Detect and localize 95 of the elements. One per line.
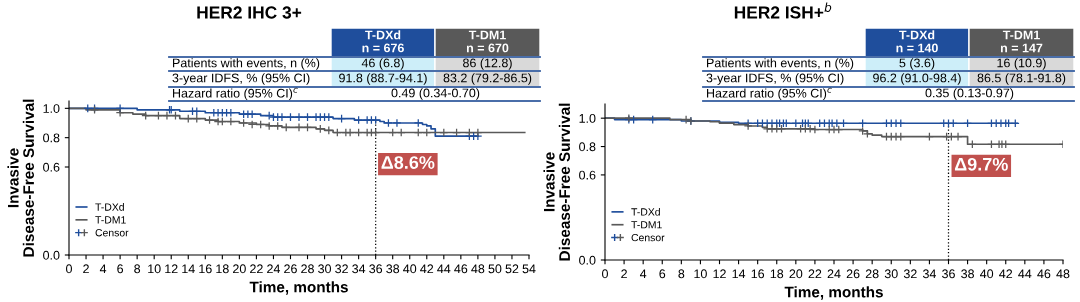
x-tick-label: 14 bbox=[732, 269, 746, 279]
x-tick-label: 0 bbox=[602, 269, 608, 279]
x-tick-label: 26 bbox=[846, 269, 860, 279]
text: Patients with events, n (%) bbox=[173, 58, 320, 70]
text: 5 (3.6) bbox=[899, 58, 935, 70]
y-axis-title: Invasive Disease-Free Survival bbox=[543, 103, 571, 261]
x-tick-label: 20 bbox=[233, 264, 246, 274]
x-tick-label: 26 bbox=[284, 264, 297, 274]
x-tick-label: 46 bbox=[1037, 269, 1051, 279]
text: 86.5 (78.1-91.8) bbox=[977, 73, 1066, 85]
x-tick-label: 4 bbox=[639, 269, 647, 279]
text: Hazard ratio (95% CI)$^{c}$ bbox=[173, 87, 298, 101]
x-tick-label: 52 bbox=[505, 264, 519, 274]
x-tick-label: 42 bbox=[420, 264, 434, 274]
text: Hazard ratio (95% CI)$^{c}$ bbox=[707, 87, 832, 101]
text: T-DXd n = 140 bbox=[896, 30, 938, 53]
x-tick-label: 12 bbox=[713, 269, 726, 279]
x-tick-label: 54 bbox=[522, 264, 536, 274]
text: 0.35 (0.13-0.97) bbox=[925, 88, 1014, 100]
x-tick-label: 30 bbox=[884, 269, 898, 279]
y-tick-label: 1.0 bbox=[43, 104, 60, 113]
x-tick-label: 24 bbox=[827, 269, 841, 279]
x-tick-label: 40 bbox=[403, 264, 417, 274]
x-tick-label: 44 bbox=[1018, 269, 1032, 279]
text: T-DM1 n = 147 bbox=[1000, 30, 1043, 53]
text: 16 (10.9) bbox=[997, 58, 1046, 70]
text: 3-year IDFS, % (95% CI) bbox=[172, 73, 310, 85]
x-tick-label: 24 bbox=[267, 264, 281, 274]
x-tick-label: 20 bbox=[789, 269, 803, 279]
ref-line-label: Δ8.6% bbox=[381, 156, 435, 169]
x-tick-label: 14 bbox=[182, 264, 195, 274]
text: 46 (6.8) bbox=[361, 58, 404, 70]
x-axis-title: Time, months bbox=[784, 286, 883, 300]
y-tick-label: 0.8 bbox=[43, 133, 60, 143]
x-tick-label: 36 bbox=[942, 269, 955, 279]
text: T-DXd n = 676 bbox=[362, 30, 404, 53]
legend-label: T-DXd bbox=[631, 207, 660, 216]
x-tick-label: 22 bbox=[250, 264, 263, 274]
x-tick-label: 34 bbox=[352, 264, 366, 274]
ref-line-label: Δ9.7% bbox=[954, 157, 1008, 171]
x-tick-label: 44 bbox=[437, 264, 451, 274]
x-tick-label: 46 bbox=[454, 264, 468, 274]
chart-title: HER2 ISH+$^{b}$ bbox=[734, 2, 832, 19]
chart-title: HER2 IHC 3+ bbox=[197, 6, 302, 19]
text: 0.49 (0.34-0.70) bbox=[391, 88, 480, 100]
text: 86 (12.8) bbox=[463, 58, 512, 70]
x-tick-label: 48 bbox=[1056, 269, 1070, 279]
x-tick-label: 16 bbox=[751, 269, 765, 279]
y-axis-title: Invasive Disease-Free Survival bbox=[7, 99, 35, 257]
x-tick-label: 28 bbox=[301, 264, 314, 274]
x-tick-label: 28 bbox=[865, 269, 879, 279]
x-tick-label: 38 bbox=[386, 264, 400, 274]
x-tick-label: 10 bbox=[694, 269, 707, 279]
x-tick-label: 8 bbox=[134, 264, 141, 274]
y-tick-label: 0.0 bbox=[43, 250, 60, 260]
x-tick-label: 8 bbox=[678, 269, 685, 279]
x-tick-label: 34 bbox=[922, 269, 936, 279]
x-tick-label: 12 bbox=[165, 264, 178, 274]
y-tick-label: 1.0 bbox=[579, 113, 596, 123]
x-tick-label: 38 bbox=[961, 269, 974, 279]
x-tick-label: 18 bbox=[216, 264, 229, 274]
x-tick-label: 32 bbox=[335, 264, 348, 274]
x-tick-label: 6 bbox=[659, 269, 666, 279]
text: 96.2 (91.0-98.4) bbox=[873, 73, 961, 85]
x-axis-title: Time, months bbox=[249, 281, 348, 295]
x-tick-label: 50 bbox=[488, 264, 502, 274]
legend-label: T-DXd bbox=[95, 203, 124, 211]
x-tick-label: 36 bbox=[369, 264, 383, 274]
text: 91.8 (88.7-94.1) bbox=[339, 73, 427, 85]
x-tick-label: 4 bbox=[99, 264, 107, 274]
x-tick-label: 16 bbox=[199, 264, 212, 274]
x-tick-label: 22 bbox=[808, 269, 822, 279]
legend-label: Censor bbox=[631, 233, 665, 242]
x-tick-label: 18 bbox=[770, 269, 784, 279]
x-tick-label: 48 bbox=[471, 264, 485, 274]
x-tick-label: 40 bbox=[980, 269, 994, 279]
y-tick-label: 0.6 bbox=[43, 162, 60, 172]
y-tick-label: 0.8 bbox=[579, 142, 596, 152]
text: 3-year IDFS, % (95% CI) bbox=[706, 73, 844, 85]
x-tick-label: 30 bbox=[318, 264, 332, 274]
y-tick-label: 0.6 bbox=[579, 170, 596, 180]
x-tick-label: 6 bbox=[117, 264, 124, 274]
y-tick-label: 0.0 bbox=[579, 255, 596, 265]
x-tick-label: 2 bbox=[621, 269, 627, 279]
text: Patients with events, n (%) bbox=[707, 58, 854, 70]
legend-label: T-DM1 bbox=[95, 216, 126, 224]
legend-label: Censor bbox=[95, 229, 129, 237]
legend-label: T-DM1 bbox=[631, 221, 662, 229]
text: 83.2 (79.2-86.5) bbox=[443, 73, 532, 85]
x-tick-label: 0 bbox=[66, 264, 72, 274]
text: T-DM1 n = 670 bbox=[466, 30, 509, 53]
x-tick-label: 10 bbox=[148, 264, 161, 274]
x-tick-label: 2 bbox=[83, 264, 89, 274]
x-tick-label: 32 bbox=[903, 269, 917, 279]
x-tick-label: 42 bbox=[999, 269, 1013, 279]
